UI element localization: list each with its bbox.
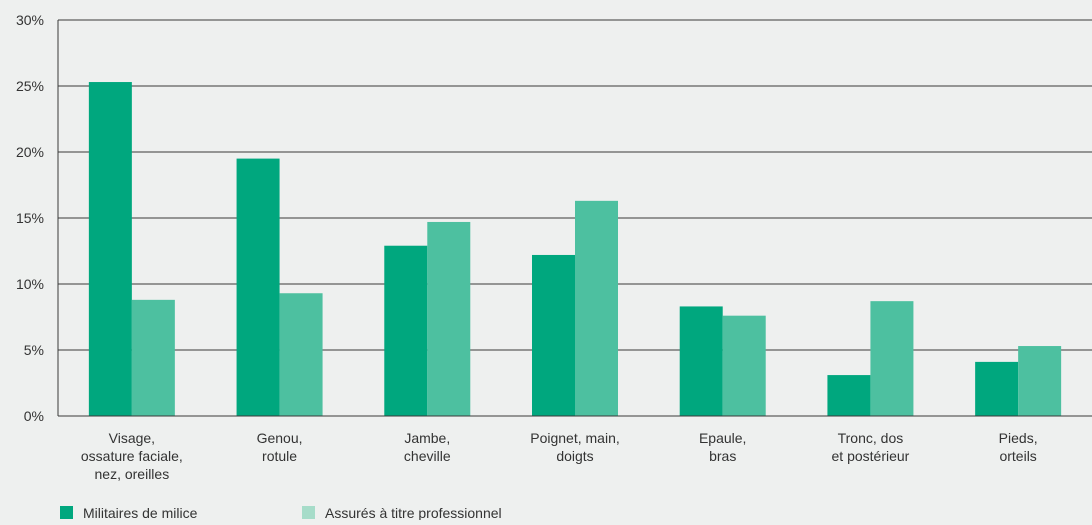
bar-series1 (88, 82, 132, 416)
y-tick-label: 20% (16, 144, 44, 160)
y-tick-label: 15% (16, 210, 44, 226)
x-tick-label: Genou, rotule (257, 430, 303, 464)
bar-series2 (427, 221, 471, 416)
legend-label: Militaires de milice (83, 505, 198, 520)
x-tick-labels: Visage, ossature faciale, nez, oreilles Gen… (81, 430, 1038, 482)
bar-series2 (575, 200, 618, 416)
bar-series2 (722, 315, 766, 416)
x-tick-label: Visage, ossature faciale, nez, oreilles (81, 430, 183, 482)
x-tick-label: Jambe, cheville (404, 430, 451, 464)
bar-series1 (827, 375, 871, 416)
legend: Militaires de milice Assurés à titre prof… (60, 505, 502, 521)
bar-series1 (975, 361, 1019, 416)
bar-series1 (384, 245, 428, 416)
bar-series1 (679, 306, 723, 416)
legend-swatch (302, 506, 315, 519)
y-tick-label: 0% (24, 408, 44, 424)
bar-series2 (131, 299, 175, 416)
y-tick-label: 5% (24, 342, 44, 358)
y-tick-label: 30% (16, 12, 44, 28)
bar-series1 (532, 254, 575, 416)
x-tick-label: Poignet, main, doigts (530, 430, 620, 464)
x-tick-label: Pieds, orteils (999, 430, 1038, 464)
bar-series2 (870, 301, 914, 416)
y-tick-label: 10% (16, 276, 44, 292)
y-tick-label: 25% (16, 78, 44, 94)
bars (88, 82, 1062, 416)
x-tick-label: Tronc, dos et postérieur (832, 430, 910, 464)
legend-label: Assurés à titre professionnel (325, 505, 502, 520)
bar-series1 (236, 158, 280, 416)
x-tick-label: Epaule, bras (699, 430, 746, 464)
axes (57, 20, 1092, 417)
bar-series2 (279, 293, 323, 416)
y-tick-labels: 0% 5% 10% 15% 20% 25% 30% (16, 12, 44, 424)
legend-swatch (60, 506, 73, 519)
bar-series2 (1018, 346, 1062, 416)
